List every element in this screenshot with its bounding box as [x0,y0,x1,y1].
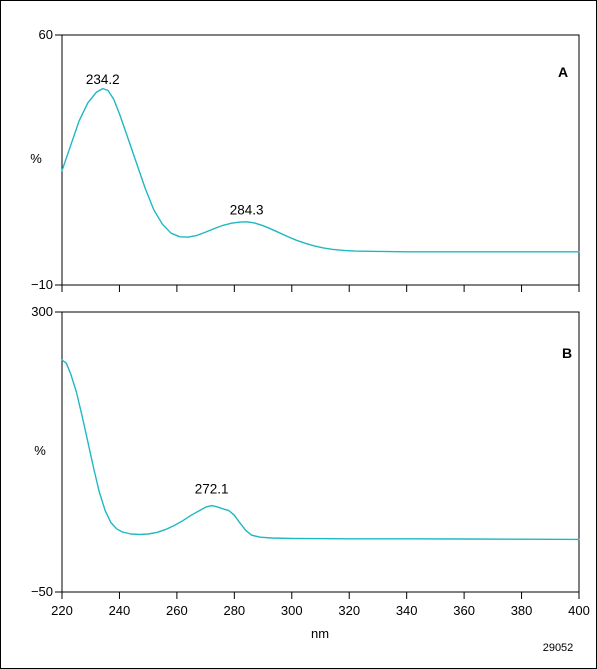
panel-a-plot-frame [61,34,580,286]
x-tick-label-360: 360 [453,603,475,618]
x-tick-label-280: 280 [223,603,245,618]
peak-label-272-1: 272.1 [195,482,229,497]
x-tick-label-320: 320 [338,603,360,618]
x-tick-label-400: 400 [568,603,590,618]
panel-b-xticks [61,592,580,599]
panel-b: 300 −50 % B nm 220 240 260 280 300 320 340 360 3… [31,304,590,641]
x-tick-label-240: 240 [109,603,131,618]
panel-a-series-line-0 [61,87,580,253]
x-tick-label-300: 300 [281,603,303,618]
panel-a-y-axis-label: % [30,151,42,166]
panel-a-series [61,87,580,253]
panel-b-series [61,359,580,541]
peak-label-234-2: 234.2 [86,72,120,87]
x-axis-label: nm [311,626,329,641]
panel-a-peak-labels: 234.2 284.3 [86,72,264,217]
panel-a-ytick-bottom-label: −10 [31,277,53,292]
panel-b-plot-frame [61,311,580,593]
panel-a: 60 −10 % A 234.2 284.3 [30,27,580,292]
x-tick-label-220: 220 [51,603,73,618]
peak-label-284-3: 284.3 [230,203,264,218]
panel-a-ytick-top-label: 60 [39,27,53,42]
x-tick-label-260: 260 [166,603,188,618]
panel-b-series-line-0 [61,359,580,541]
panel-a-label: A [558,64,568,80]
panel-b-peak-labels: 272.1 [195,482,229,497]
panel-b-label: B [562,345,572,361]
x-tick-label-380: 380 [511,603,533,618]
x-tick-label-340: 340 [396,603,418,618]
panel-b-xtick-labels: 220 240 260 280 300 320 340 360 380 400 [51,603,590,618]
figure-id-code: 29052 [543,642,574,654]
panel-b-y-axis-label: % [34,443,46,458]
panel-a-xticks [61,285,580,292]
panel-b-ytick-top-label: 300 [31,304,53,319]
panel-b-ytick-bottom-label: −50 [31,584,53,599]
